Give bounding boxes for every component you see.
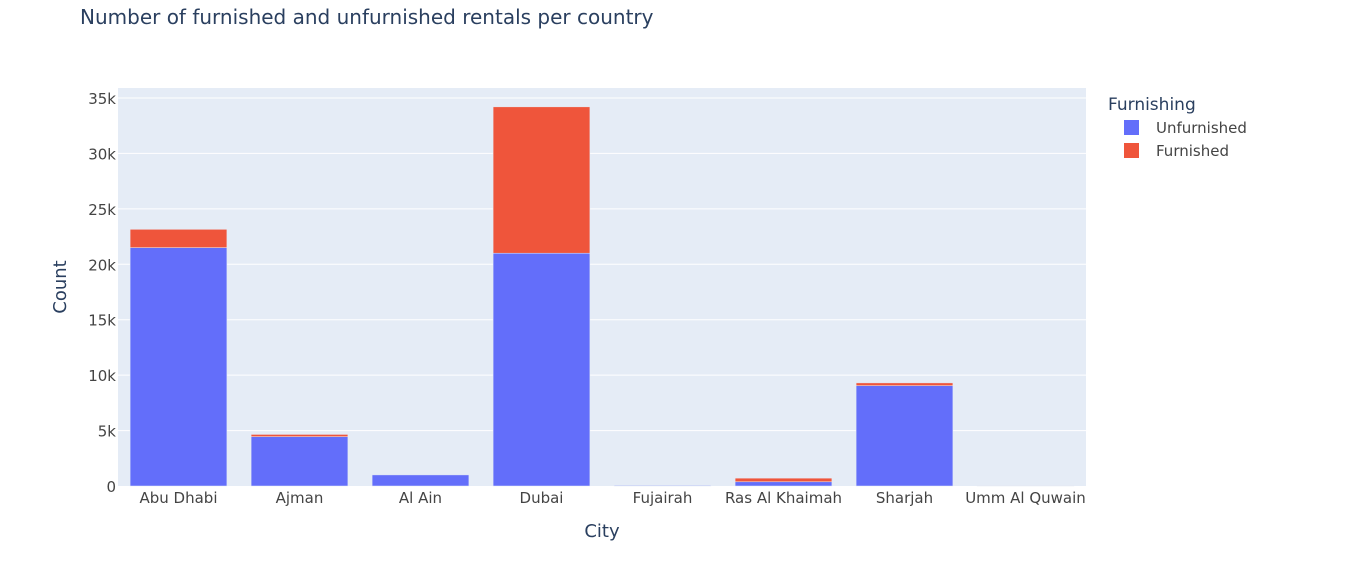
x-tick-label: Sharjah	[876, 489, 933, 507]
y-tick-label: 10k	[88, 367, 116, 385]
y-tick-label: 20k	[88, 256, 116, 274]
x-axis-title: City	[584, 521, 620, 542]
bar-furnished-sharjah[interactable]	[856, 383, 953, 386]
legend-label: Unfurnished	[1156, 119, 1247, 137]
bar-unfurnished-dubai[interactable]	[493, 253, 590, 486]
bar-unfurnished-al-ain[interactable]	[372, 475, 469, 486]
bar-furnished-dubai[interactable]	[493, 107, 590, 253]
legend-swatch	[1124, 120, 1139, 135]
y-tick-label: 25k	[88, 201, 116, 219]
x-tick-label: Umm Al Quwain	[965, 489, 1086, 507]
x-tick-label: Fujairah	[633, 489, 693, 507]
x-tick-label: Ras Al Khaimah	[725, 489, 842, 507]
x-tick-label: Abu Dhabi	[140, 489, 218, 507]
y-tick-label: 5k	[98, 423, 117, 441]
bar-unfurnished-ajman[interactable]	[251, 437, 348, 486]
legend[interactable]: Furnishing Unfurnished Furnished	[1108, 95, 1247, 160]
legend-items[interactable]: Unfurnished Furnished	[1124, 119, 1247, 160]
bar-unfurnished-sharjah[interactable]	[856, 386, 953, 486]
legend-item-furnished[interactable]: Furnished	[1124, 142, 1229, 160]
bar-furnished-abu-dhabi[interactable]	[130, 229, 227, 247]
legend-swatch	[1124, 143, 1139, 158]
y-tick-label: 15k	[88, 312, 116, 330]
x-axis-ticks: Abu Dhabi Ajman Al Ain Dubai Fujairah Ras Al …	[140, 489, 1086, 507]
x-tick-label: Dubai	[520, 489, 564, 507]
x-tick-label: Ajman	[276, 489, 324, 507]
y-tick-label: 30k	[88, 145, 116, 163]
legend-title: Furnishing	[1108, 95, 1196, 115]
y-axis-title: Count	[50, 260, 71, 313]
y-axis-ticks: 0 5k 10k 15k 20k 25k 30k 35k	[88, 90, 116, 496]
bar-unfurnished-ras-al-khaimah[interactable]	[735, 482, 832, 486]
bar-unfurnished-abu-dhabi[interactable]	[130, 248, 227, 486]
y-tick-label: 35k	[88, 90, 116, 108]
legend-label: Furnished	[1156, 142, 1229, 160]
x-tick-label: Al Ain	[399, 489, 442, 507]
bar-furnished-ajman[interactable]	[251, 434, 348, 436]
bar-furnished-ras-al-khaimah[interactable]	[735, 478, 832, 482]
y-tick-label: 0	[106, 478, 116, 496]
chart-title: Number of furnished and unfurnished rent…	[80, 5, 654, 29]
legend-item-unfurnished[interactable]: Unfurnished	[1124, 119, 1247, 137]
